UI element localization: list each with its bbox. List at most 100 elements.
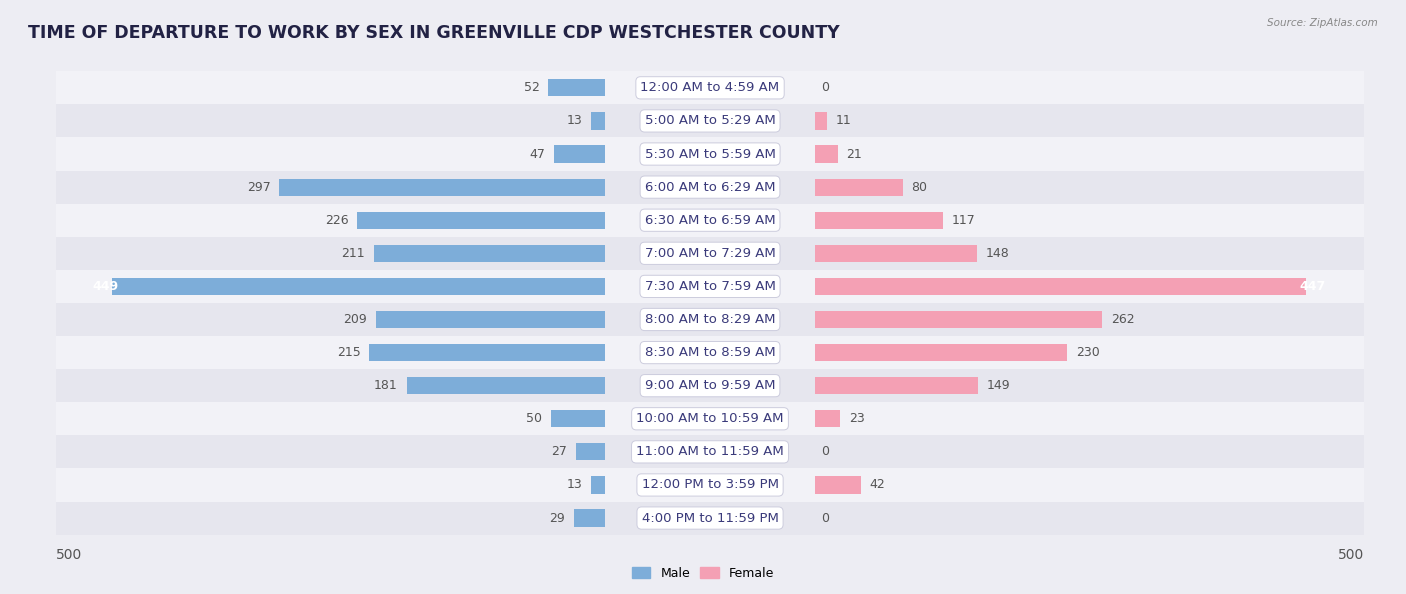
Text: 13: 13 [567, 478, 582, 491]
Bar [814, 476, 860, 494]
Bar [554, 146, 606, 163]
Text: 5:00 AM to 5:29 AM: 5:00 AM to 5:29 AM [645, 115, 775, 128]
Text: 211: 211 [342, 247, 366, 260]
Bar [814, 204, 1364, 237]
Text: 215: 215 [337, 346, 360, 359]
Text: 297: 297 [246, 181, 270, 194]
Bar [56, 336, 606, 369]
Text: 29: 29 [548, 511, 565, 525]
Bar [814, 237, 1364, 270]
Bar [814, 245, 977, 262]
Text: TIME OF DEPARTURE TO WORK BY SEX IN GREENVILLE CDP WESTCHESTER COUNTY: TIME OF DEPARTURE TO WORK BY SEX IN GREE… [28, 24, 839, 42]
Bar [606, 204, 814, 237]
Bar [606, 237, 814, 270]
Bar [56, 105, 606, 137]
Text: 7:00 AM to 7:29 AM: 7:00 AM to 7:29 AM [645, 247, 775, 260]
Bar [814, 137, 1364, 170]
Bar [606, 435, 814, 469]
Bar [814, 336, 1364, 369]
Bar [56, 501, 606, 535]
Text: 226: 226 [325, 214, 349, 227]
Text: 80: 80 [911, 181, 928, 194]
Text: 52: 52 [523, 81, 540, 94]
Bar [606, 402, 814, 435]
Text: 23: 23 [849, 412, 865, 425]
Bar [591, 476, 606, 494]
Text: 230: 230 [1076, 346, 1099, 359]
Bar [56, 435, 606, 469]
Text: 500: 500 [1337, 548, 1364, 563]
Text: 8:30 AM to 8:59 AM: 8:30 AM to 8:59 AM [645, 346, 775, 359]
Bar [606, 170, 814, 204]
Text: 6:00 AM to 6:29 AM: 6:00 AM to 6:29 AM [645, 181, 775, 194]
Bar [56, 369, 606, 402]
Text: 209: 209 [343, 313, 367, 326]
Bar [814, 211, 943, 229]
Bar [56, 170, 606, 204]
Text: 11: 11 [835, 115, 851, 128]
Bar [606, 270, 814, 303]
Text: 449: 449 [93, 280, 120, 293]
Bar [56, 402, 606, 435]
Bar [814, 112, 827, 129]
Bar [574, 510, 606, 527]
Text: 500: 500 [56, 548, 83, 563]
Bar [56, 237, 606, 270]
Bar [814, 469, 1364, 501]
Bar [814, 369, 1364, 402]
Bar [814, 278, 1306, 295]
Text: 13: 13 [567, 115, 582, 128]
Text: 27: 27 [551, 446, 567, 459]
Text: 7:30 AM to 7:59 AM: 7:30 AM to 7:59 AM [644, 280, 776, 293]
Text: 12:00 AM to 4:59 AM: 12:00 AM to 4:59 AM [641, 81, 779, 94]
Bar [56, 469, 606, 501]
Bar [548, 79, 606, 96]
Bar [814, 105, 1364, 137]
Bar [375, 311, 606, 328]
Bar [280, 179, 606, 195]
Bar [814, 303, 1364, 336]
Text: 8:00 AM to 8:29 AM: 8:00 AM to 8:29 AM [645, 313, 775, 326]
Text: 117: 117 [952, 214, 976, 227]
Bar [606, 105, 814, 137]
Text: 9:00 AM to 9:59 AM: 9:00 AM to 9:59 AM [645, 379, 775, 392]
Bar [814, 311, 1102, 328]
Bar [814, 344, 1067, 361]
Text: 148: 148 [986, 247, 1010, 260]
Bar [814, 146, 838, 163]
Bar [591, 112, 606, 129]
Text: 6:30 AM to 6:59 AM: 6:30 AM to 6:59 AM [645, 214, 775, 227]
Bar [606, 336, 814, 369]
Bar [56, 270, 606, 303]
Bar [814, 179, 903, 195]
Text: 4:00 PM to 11:59 PM: 4:00 PM to 11:59 PM [641, 511, 779, 525]
Bar [606, 469, 814, 501]
Bar [112, 278, 606, 295]
Legend: Male, Female: Male, Female [627, 562, 779, 584]
Bar [606, 369, 814, 402]
Bar [814, 270, 1364, 303]
Bar [56, 71, 606, 105]
Text: 0: 0 [821, 81, 830, 94]
Text: 21: 21 [846, 147, 862, 160]
Bar [606, 71, 814, 105]
Text: 42: 42 [869, 478, 886, 491]
Bar [606, 137, 814, 170]
Bar [814, 410, 839, 427]
Bar [576, 443, 606, 460]
Text: 50: 50 [526, 412, 541, 425]
Bar [357, 211, 606, 229]
Text: 447: 447 [1299, 280, 1326, 293]
Bar [56, 303, 606, 336]
Text: 0: 0 [821, 446, 830, 459]
Text: 12:00 PM to 3:59 PM: 12:00 PM to 3:59 PM [641, 478, 779, 491]
Text: 0: 0 [821, 511, 830, 525]
Bar [551, 410, 606, 427]
Bar [814, 377, 979, 394]
Bar [814, 402, 1364, 435]
Text: 11:00 AM to 11:59 AM: 11:00 AM to 11:59 AM [636, 446, 785, 459]
Text: Source: ZipAtlas.com: Source: ZipAtlas.com [1267, 18, 1378, 28]
Text: 10:00 AM to 10:59 AM: 10:00 AM to 10:59 AM [637, 412, 783, 425]
Text: 149: 149 [987, 379, 1011, 392]
Text: 262: 262 [1111, 313, 1135, 326]
